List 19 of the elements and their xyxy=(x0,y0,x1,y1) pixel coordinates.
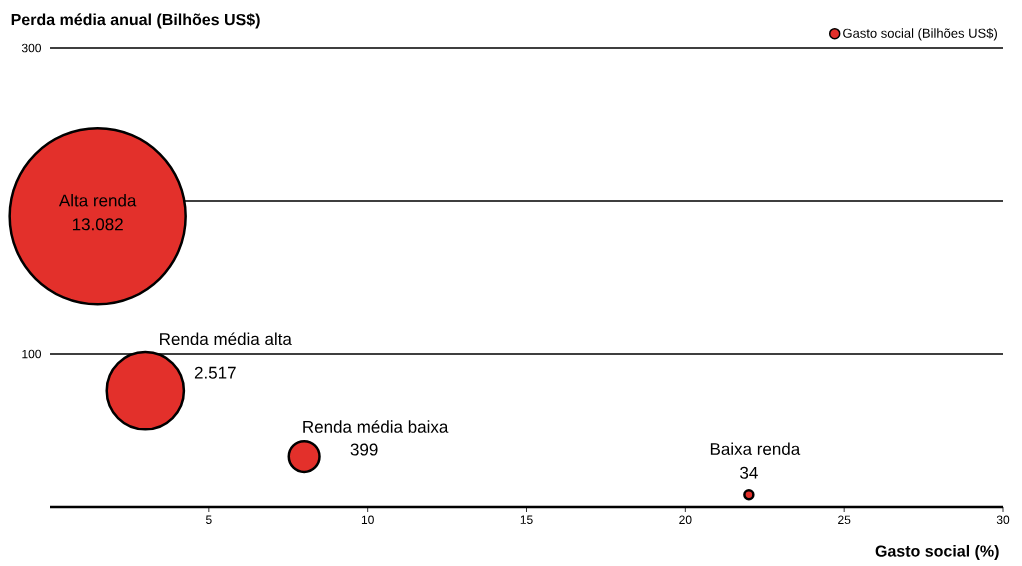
data-label: 2.517 xyxy=(194,366,236,379)
annotation: Baixa renda xyxy=(710,442,801,456)
x-tick-label: 10 xyxy=(361,515,374,525)
data-label: 13.082 xyxy=(72,218,123,231)
data-label: 399 xyxy=(350,443,378,456)
y-tick-label: 100 xyxy=(22,349,42,359)
annotation: Renda média baixa xyxy=(303,420,449,433)
x-tick-label: 5 xyxy=(205,515,212,524)
data-label: 34 xyxy=(740,466,758,479)
y-tick-label: 300 xyxy=(21,43,42,53)
x-tick-label: 30 xyxy=(996,515,1010,525)
x-axis-title: Gasto social (%) xyxy=(875,544,999,560)
x-tick-label: 20 xyxy=(679,515,692,525)
y-axis-title: Perda média anual (Bilhões US$) xyxy=(11,13,260,29)
legend-label: Gasto social (Bilhões US$) xyxy=(843,28,997,41)
x-tick-label: 15 xyxy=(520,515,533,524)
annotation: Renda média alta xyxy=(160,332,292,346)
annotation: Alta renda xyxy=(58,194,137,207)
x-tick-label: 25 xyxy=(838,515,851,525)
